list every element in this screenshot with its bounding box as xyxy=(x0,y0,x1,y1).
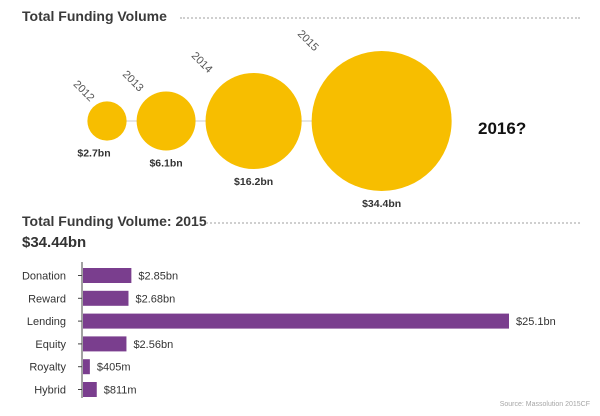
bar-value-label-hybrid: $811m xyxy=(104,385,137,397)
bubble-2012 xyxy=(87,101,127,141)
bar-value-label-lending: $25.1bn xyxy=(516,316,556,328)
bar-value-label-equity: $2.56bn xyxy=(133,339,173,351)
bar-hybrid xyxy=(83,382,97,397)
bubble-value-label-2013: $6.1bn xyxy=(149,157,182,169)
source-note: Source: Massolution 2015CF xyxy=(499,401,590,408)
bar-category-label-lending: Lending xyxy=(27,316,66,328)
bubble-value-label-2012: $2.7bn xyxy=(77,148,110,160)
title-divider-2 xyxy=(206,222,580,224)
bubble-chart: 2012$2.7bn2013$6.1bn2014$16.2bn2015$34.4… xyxy=(71,28,452,210)
bubble-2015 xyxy=(311,51,452,191)
bar-category-label-royalty: Royalty xyxy=(29,362,66,374)
forecast-annotation: 2016? xyxy=(478,119,527,138)
bubble-2013 xyxy=(136,91,196,151)
bar-value-label-reward: $2.68bn xyxy=(135,293,175,305)
bar-equity xyxy=(83,336,127,352)
bar-category-label-reward: Reward xyxy=(28,293,66,305)
bar-category-label-equity: Equity xyxy=(35,339,66,351)
bar-value-label-royalty: $405m xyxy=(97,362,131,374)
bar-value-label-donation: $2.85bn xyxy=(138,271,178,283)
bubble-value-label-2015: $34.4bn xyxy=(362,198,401,210)
bar-reward xyxy=(83,290,129,306)
bar-category-label-hybrid: Hybrid xyxy=(34,385,66,397)
bar-category-label-donation: Donation xyxy=(22,271,66,283)
chart-title-2015-breakdown: Total Funding Volume: 2015 xyxy=(22,213,207,229)
bar-royalty xyxy=(83,359,90,375)
bubble-2014 xyxy=(205,72,302,170)
bubble-value-label-2014: $16.2bn xyxy=(234,176,273,188)
bar-lending xyxy=(83,313,509,329)
title-divider xyxy=(180,17,580,19)
chart-title-funding-volume: Total Funding Volume xyxy=(22,8,167,24)
total-funding-value: $34.44bn xyxy=(22,234,87,251)
bar-donation xyxy=(83,268,132,283)
